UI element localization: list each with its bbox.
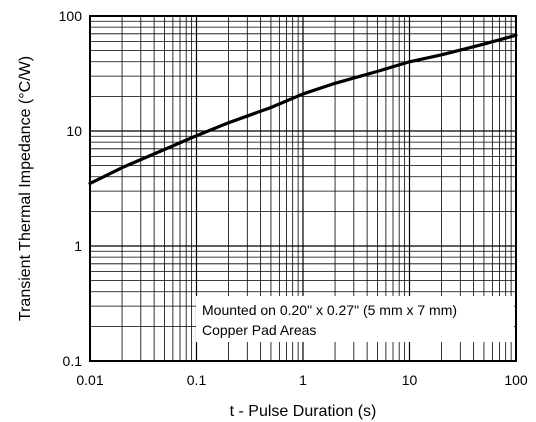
x-tick-label: 10 — [402, 372, 418, 388]
annotation-line: Mounted on 0.20" x 0.27" (5 mm x 7 mm) — [202, 302, 457, 318]
y-tick-label: 0.1 — [63, 353, 83, 369]
x-axis-label: t - Pulse Duration (s) — [230, 403, 377, 420]
x-tick-label: 0.1 — [187, 372, 207, 388]
y-tick-label: 10 — [66, 123, 82, 139]
curve-layer — [88, 33, 518, 186]
y-tick-label: 100 — [59, 8, 83, 24]
x-tick-labels: 0.01 0.1 1 10 100 — [76, 372, 528, 388]
annotation-line: Copper Pad Areas — [202, 322, 316, 338]
plot-frame — [89, 15, 517, 362]
y-tick-label: 1 — [74, 238, 82, 254]
annotation-box: Mounted on 0.20" x 0.27" (5 mm x 7 mm) C… — [196, 296, 514, 342]
x-tick-label: 100 — [504, 372, 528, 388]
x-tick-label: 1 — [299, 372, 307, 388]
series-line — [88, 33, 518, 186]
y-tick-labels: 0.1 1 10 100 — [59, 8, 83, 369]
annotation-background — [196, 296, 514, 342]
y-axis-label: Transient Thermal Impedance (°C/W) — [17, 56, 34, 321]
x-tick-label: 0.01 — [76, 372, 103, 388]
